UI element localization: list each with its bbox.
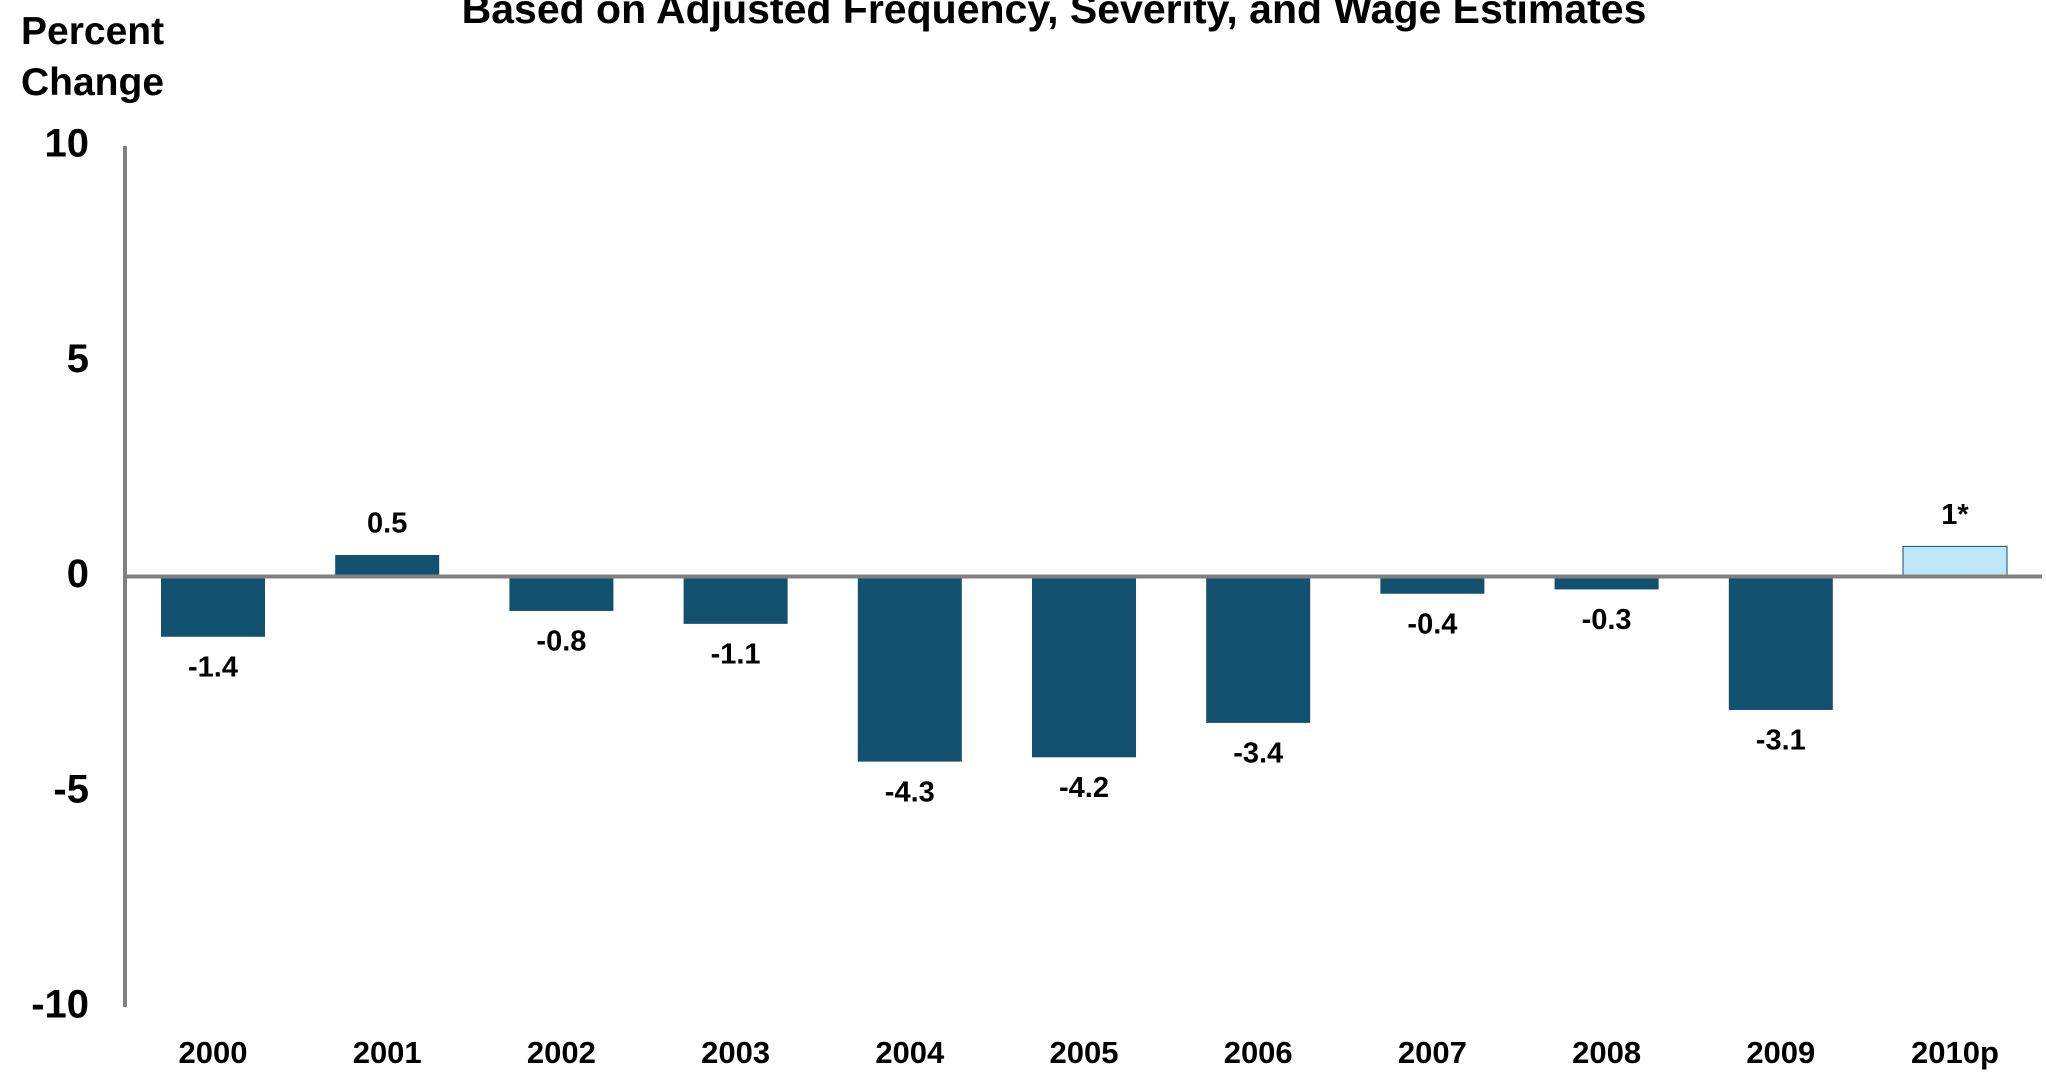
data-label: -4.3 bbox=[885, 776, 935, 808]
bar bbox=[509, 576, 614, 611]
x-tick-label: 2005 bbox=[1050, 1035, 1119, 1070]
y-tick-label: 5 bbox=[67, 337, 89, 381]
x-tick-label: 2006 bbox=[1224, 1035, 1293, 1070]
bar bbox=[335, 554, 440, 577]
bar bbox=[683, 576, 788, 624]
data-label: -0.4 bbox=[1407, 608, 1457, 640]
y-tick-label: -10 bbox=[31, 983, 89, 1027]
bar bbox=[1902, 545, 2008, 577]
bar bbox=[161, 576, 265, 637]
data-label: -3.1 bbox=[1756, 725, 1806, 757]
data-label: -3.4 bbox=[1233, 738, 1283, 770]
data-label: -1.4 bbox=[188, 651, 238, 683]
bar bbox=[1032, 576, 1136, 758]
y-tick-label: 10 bbox=[45, 122, 90, 166]
data-label: 0.5 bbox=[367, 508, 407, 540]
bar bbox=[857, 576, 962, 762]
x-tick-label: 2010p bbox=[1911, 1035, 1999, 1070]
data-label: 1* bbox=[1941, 499, 1969, 531]
x-tick-label: 2001 bbox=[353, 1035, 422, 1070]
x-tick-label: 2004 bbox=[875, 1035, 945, 1070]
data-label: -0.3 bbox=[1582, 604, 1632, 636]
x-tick-label: 2002 bbox=[527, 1035, 596, 1070]
chart-title: Based on Adjusted Frequency, Severity, a… bbox=[462, 0, 1647, 32]
x-tick-label: 2009 bbox=[1746, 1035, 1815, 1070]
x-tick-label: 2007 bbox=[1398, 1035, 1467, 1070]
bar bbox=[1380, 576, 1485, 594]
y-tick-label: 0 bbox=[67, 552, 89, 596]
bar bbox=[1206, 576, 1311, 723]
data-label: -4.2 bbox=[1059, 772, 1109, 804]
bar bbox=[1728, 576, 1833, 710]
data-label: -0.8 bbox=[536, 626, 586, 658]
bar bbox=[1554, 576, 1659, 590]
x-tick-label: 2003 bbox=[701, 1035, 770, 1070]
x-tick-label: 2000 bbox=[179, 1035, 248, 1070]
y-tick-label: -5 bbox=[53, 767, 89, 811]
data-label: -1.1 bbox=[711, 639, 761, 671]
y-axis-label: Percent Change bbox=[21, 10, 165, 104]
x-tick-label: 2008 bbox=[1572, 1035, 1641, 1070]
